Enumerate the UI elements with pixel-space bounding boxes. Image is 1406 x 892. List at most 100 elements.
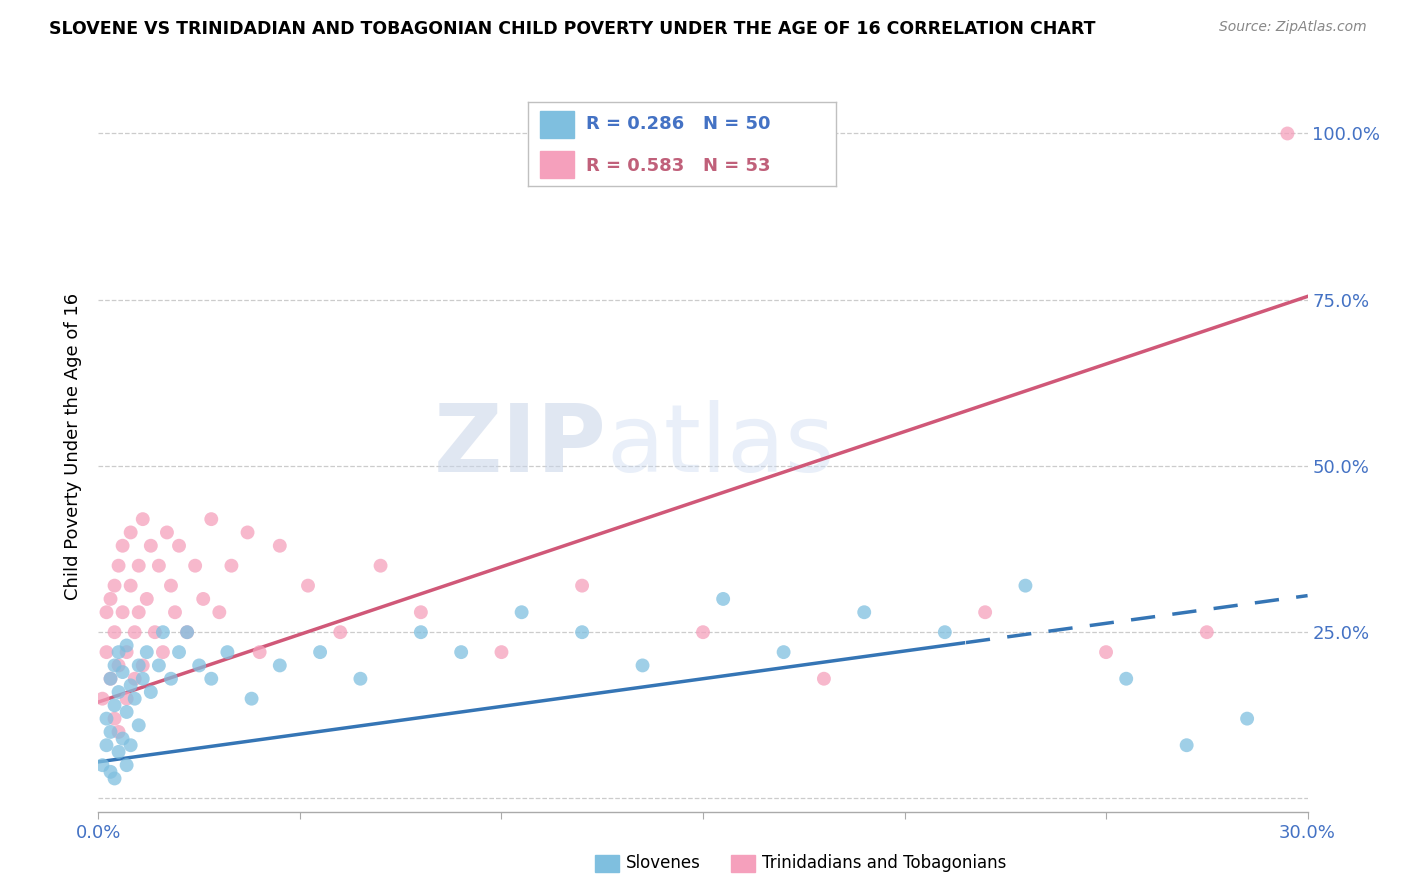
Point [120, 579, 142, 593]
Point [100, 672, 122, 686]
Point [91, 691, 114, 706]
Point [103, 712, 125, 726]
Point [148, 658, 170, 673]
Point [139, 539, 162, 553]
Point [96, 738, 118, 752]
Point [100, 725, 122, 739]
Point [309, 645, 332, 659]
Point [176, 625, 198, 640]
Point [1175, 738, 1198, 752]
Point [143, 625, 166, 640]
Point [91, 758, 114, 772]
Point [152, 625, 174, 640]
Point [160, 579, 183, 593]
Point [107, 685, 129, 699]
Point [115, 705, 138, 719]
Point [349, 672, 371, 686]
Point [221, 558, 243, 573]
Point [510, 605, 533, 619]
Point [103, 698, 125, 713]
Point [120, 525, 142, 540]
Point [124, 691, 146, 706]
Point [934, 625, 956, 640]
Point [409, 625, 432, 640]
Point [132, 672, 155, 686]
Point [240, 691, 263, 706]
Y-axis label: Child Poverty Under the Age of 16: Child Poverty Under the Age of 16 [63, 293, 82, 599]
Point [135, 591, 157, 606]
Point [111, 605, 134, 619]
Point [103, 658, 125, 673]
Point [450, 645, 472, 659]
Point [193, 591, 215, 606]
Point [128, 718, 150, 732]
Point [249, 645, 271, 659]
Point [115, 645, 138, 659]
Point [188, 658, 211, 673]
Point [370, 558, 392, 573]
Point [132, 512, 155, 526]
Point [128, 605, 150, 619]
Point [152, 645, 174, 659]
Point [297, 579, 319, 593]
Point [103, 772, 125, 786]
Point [111, 731, 134, 746]
Point [120, 738, 142, 752]
Point [200, 512, 222, 526]
Point [148, 558, 170, 573]
Point [111, 665, 134, 679]
Point [329, 625, 352, 640]
Point [631, 658, 654, 673]
Point [409, 605, 432, 619]
Point [1115, 672, 1137, 686]
Point [491, 645, 513, 659]
Point [128, 558, 150, 573]
Point [1095, 645, 1118, 659]
Point [103, 579, 125, 593]
Point [115, 639, 138, 653]
Point [107, 558, 129, 573]
Point [103, 625, 125, 640]
Point [269, 539, 291, 553]
Point [128, 658, 150, 673]
Point [176, 625, 198, 640]
Point [107, 745, 129, 759]
Point [217, 645, 239, 659]
Point [160, 672, 183, 686]
Point [96, 605, 118, 619]
Point [167, 645, 190, 659]
Point [813, 672, 835, 686]
Point [139, 685, 162, 699]
Text: ZIP: ZIP [433, 400, 606, 492]
Point [100, 672, 122, 686]
Text: Source: ZipAtlas.com: Source: ZipAtlas.com [1219, 20, 1367, 34]
Point [974, 605, 997, 619]
Point [1195, 625, 1218, 640]
Point [107, 645, 129, 659]
Point [208, 605, 231, 619]
Point [571, 579, 593, 593]
Point [1014, 579, 1036, 593]
Text: Trinidadians and Tobagonians: Trinidadians and Tobagonians [762, 855, 1007, 872]
Point [200, 672, 222, 686]
Text: atlas: atlas [606, 400, 835, 492]
Point [124, 625, 146, 640]
Point [236, 525, 259, 540]
Point [1236, 712, 1258, 726]
Point [711, 591, 734, 606]
Point [100, 591, 122, 606]
Point [120, 678, 142, 692]
Point [163, 605, 186, 619]
Point [269, 658, 291, 673]
Point [772, 645, 794, 659]
Point [96, 645, 118, 659]
Point [184, 558, 207, 573]
Point [111, 539, 134, 553]
Point [96, 712, 118, 726]
Point [571, 625, 593, 640]
Text: SLOVENE VS TRINIDADIAN AND TOBAGONIAN CHILD POVERTY UNDER THE AGE OF 16 CORRELAT: SLOVENE VS TRINIDADIAN AND TOBAGONIAN CH… [49, 20, 1095, 37]
Point [107, 658, 129, 673]
Point [100, 764, 122, 779]
Point [115, 691, 138, 706]
Point [107, 725, 129, 739]
